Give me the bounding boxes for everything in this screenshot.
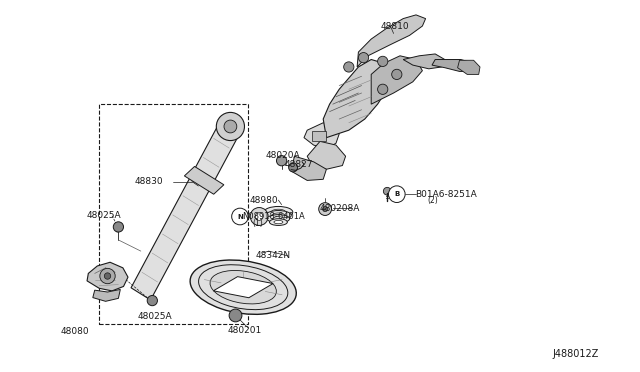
Polygon shape <box>312 131 326 141</box>
Text: 48830: 48830 <box>134 177 163 186</box>
Polygon shape <box>131 121 240 300</box>
Text: 48342N: 48342N <box>256 251 291 260</box>
Polygon shape <box>403 54 445 69</box>
Ellipse shape <box>383 187 391 195</box>
Text: (1): (1) <box>253 219 264 228</box>
Ellipse shape <box>264 206 292 218</box>
Ellipse shape <box>113 222 124 232</box>
Ellipse shape <box>271 209 285 215</box>
Polygon shape <box>323 60 390 138</box>
Bar <box>99 104 248 324</box>
Ellipse shape <box>392 69 402 80</box>
Ellipse shape <box>232 208 248 225</box>
Ellipse shape <box>344 62 354 72</box>
Ellipse shape <box>250 208 268 225</box>
Polygon shape <box>87 262 128 291</box>
Polygon shape <box>371 56 422 104</box>
Text: N08918-6401A: N08918-6401A <box>242 212 305 221</box>
Ellipse shape <box>268 215 289 223</box>
Text: B: B <box>394 191 399 197</box>
Ellipse shape <box>319 203 332 215</box>
Text: 48025A: 48025A <box>138 312 172 321</box>
Polygon shape <box>93 289 120 301</box>
Ellipse shape <box>378 56 388 67</box>
Polygon shape <box>458 60 480 74</box>
Ellipse shape <box>224 120 237 133</box>
Text: B01A6-8251A: B01A6-8251A <box>415 190 476 199</box>
Text: 48980: 48980 <box>250 196 278 205</box>
Text: 480201: 480201 <box>227 326 262 335</box>
Ellipse shape <box>276 155 287 166</box>
Polygon shape <box>307 141 346 169</box>
Ellipse shape <box>190 260 296 314</box>
Text: 48020A: 48020A <box>266 151 300 160</box>
Ellipse shape <box>100 268 115 284</box>
Text: 480208A: 480208A <box>320 204 360 213</box>
Text: (2): (2) <box>428 196 438 205</box>
Text: N: N <box>237 214 243 219</box>
Ellipse shape <box>255 213 263 220</box>
Ellipse shape <box>272 213 285 218</box>
Text: 48025A: 48025A <box>86 211 121 220</box>
Text: 48080: 48080 <box>61 327 90 336</box>
Text: J488012Z: J488012Z <box>552 349 598 359</box>
Polygon shape <box>432 60 474 71</box>
Ellipse shape <box>273 217 284 221</box>
Ellipse shape <box>210 270 276 304</box>
Ellipse shape <box>269 219 287 225</box>
Ellipse shape <box>388 186 405 202</box>
Ellipse shape <box>378 84 388 94</box>
Text: 48810: 48810 <box>381 22 410 31</box>
Ellipse shape <box>266 211 291 220</box>
Ellipse shape <box>274 220 283 224</box>
Ellipse shape <box>358 52 369 63</box>
Polygon shape <box>357 15 426 67</box>
Polygon shape <box>184 166 224 194</box>
Ellipse shape <box>289 163 298 172</box>
Text: 48827: 48827 <box>285 160 314 169</box>
Ellipse shape <box>104 273 111 279</box>
Polygon shape <box>291 156 326 180</box>
Ellipse shape <box>229 309 242 322</box>
Polygon shape <box>213 277 273 298</box>
Ellipse shape <box>216 112 244 141</box>
Ellipse shape <box>147 295 157 306</box>
Polygon shape <box>304 123 339 149</box>
Ellipse shape <box>323 206 328 212</box>
